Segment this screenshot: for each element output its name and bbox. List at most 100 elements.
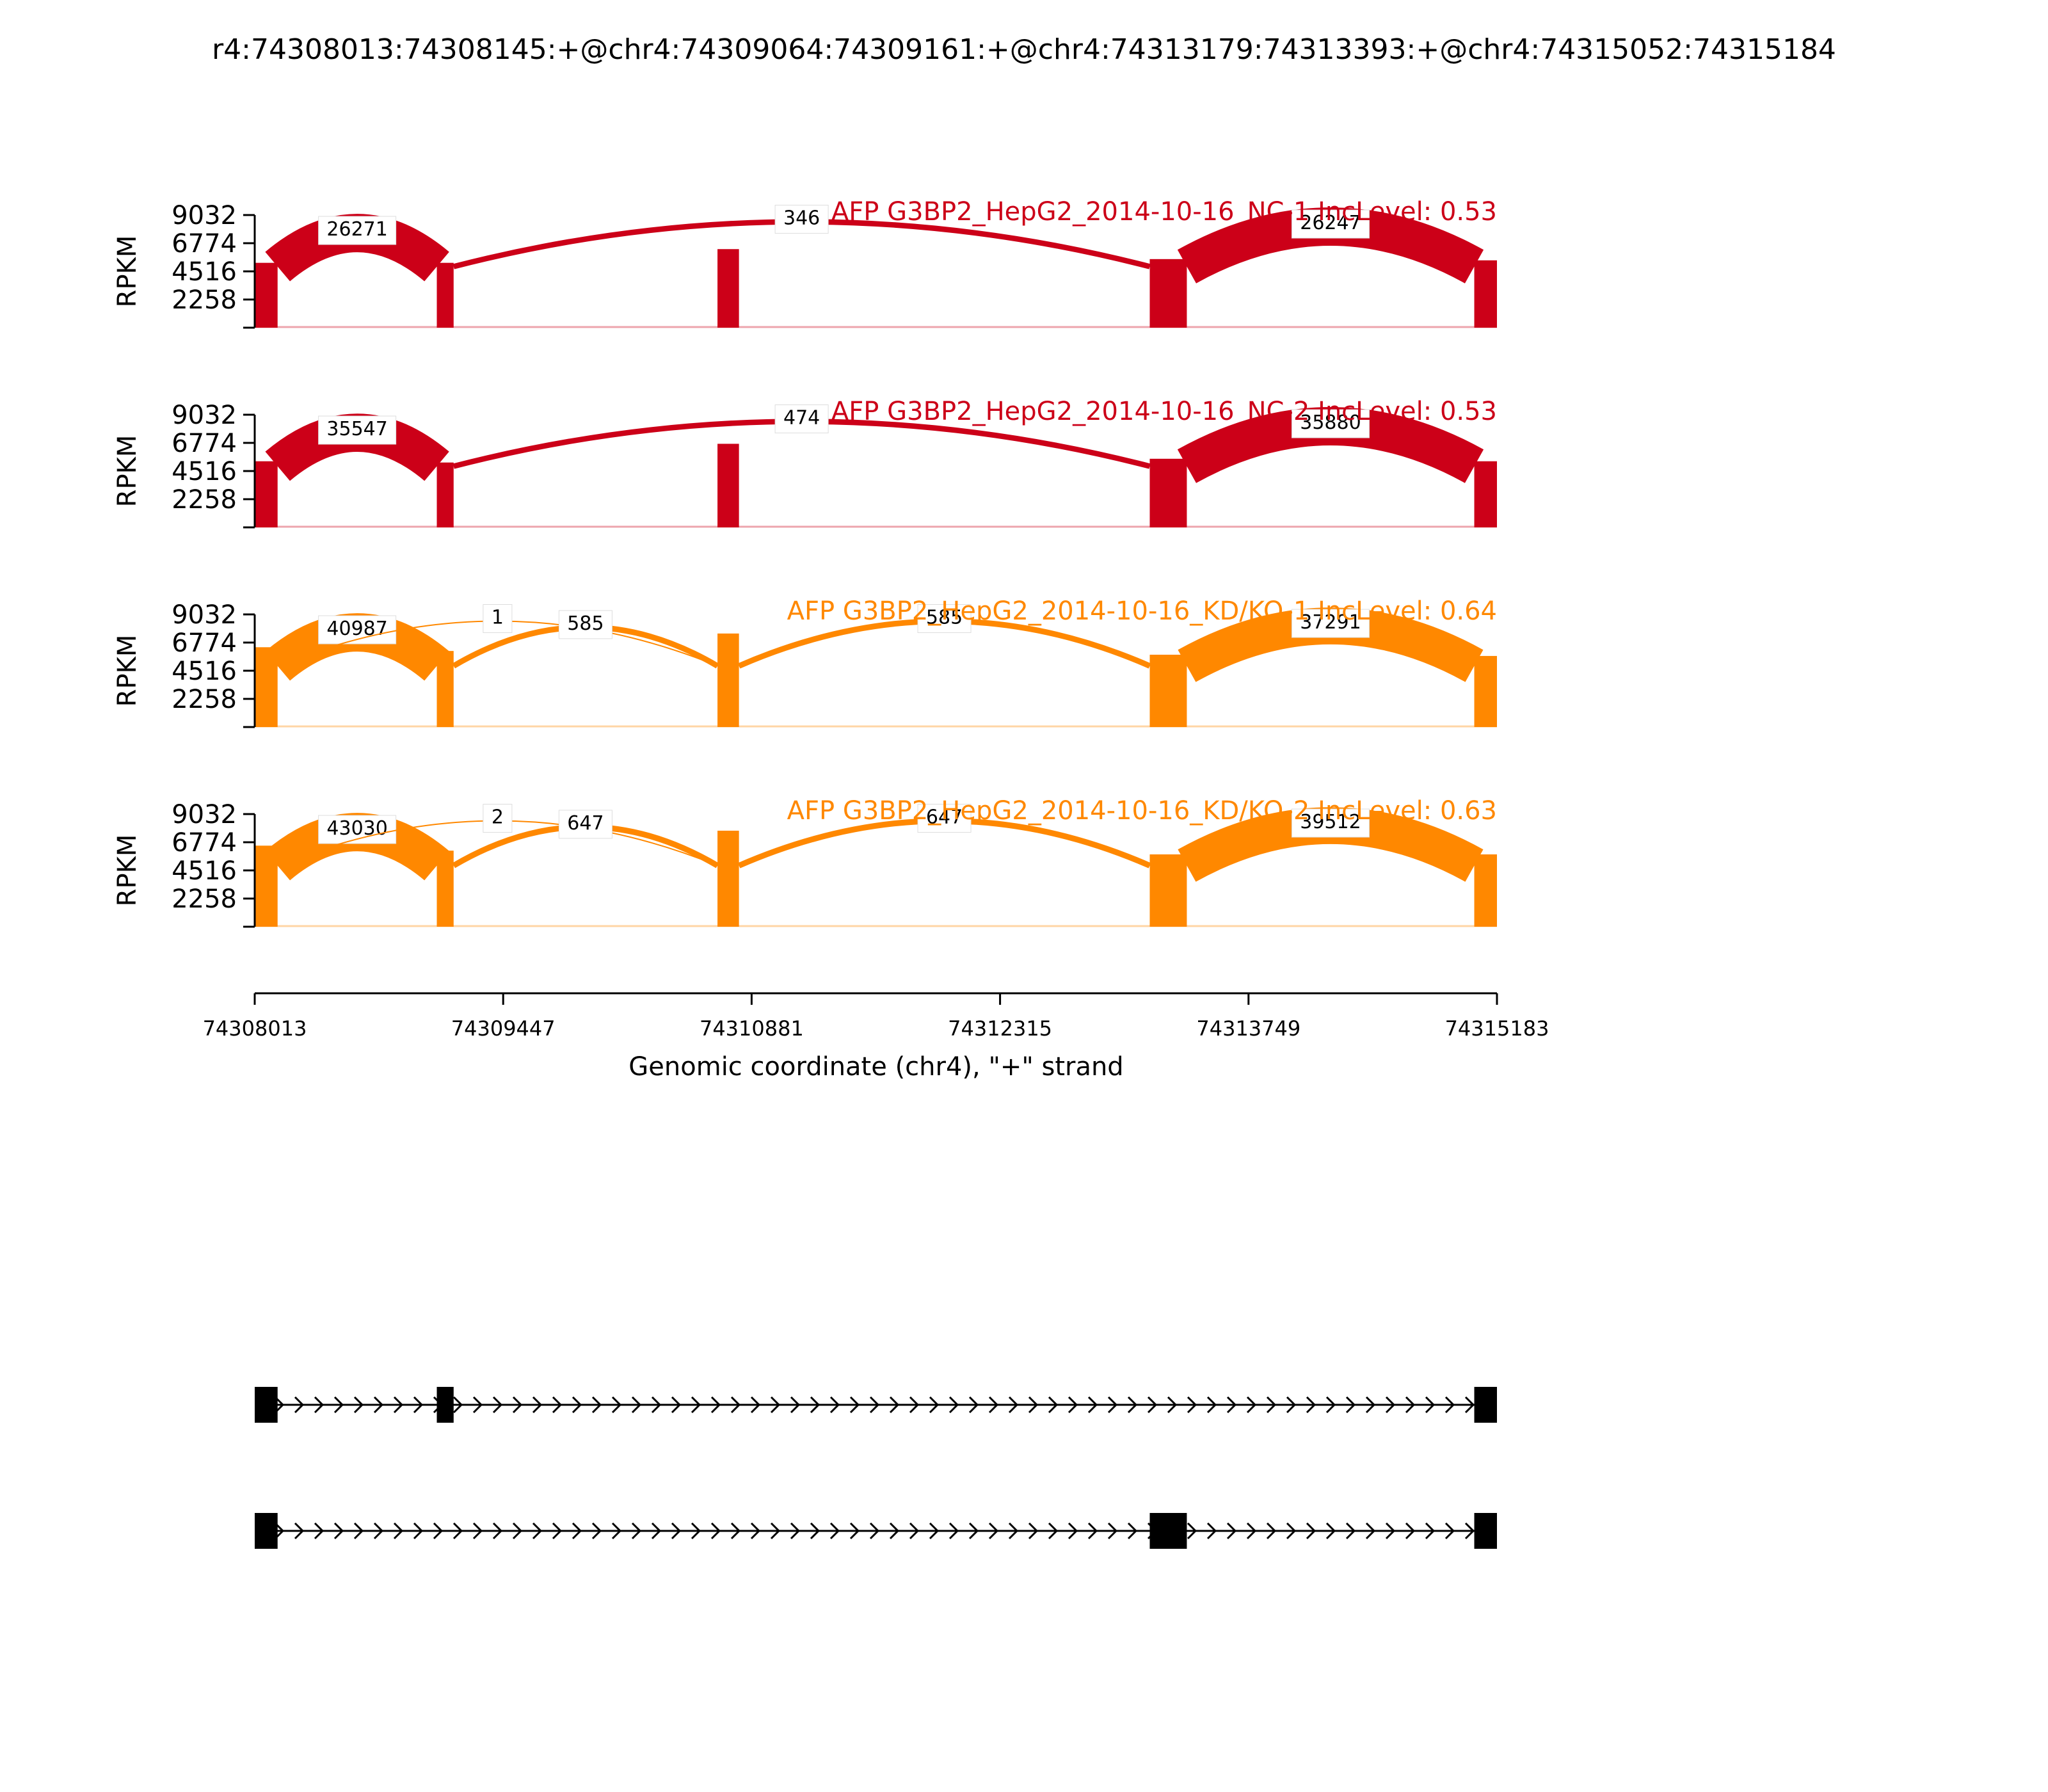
isoform-track (255, 1513, 1497, 1549)
junction-count-label: 2 (492, 806, 504, 829)
strand-arrow (1464, 1396, 1475, 1414)
strand-arrow (1266, 1396, 1277, 1414)
junction-count-box (1291, 209, 1370, 239)
strand-arrow (889, 1396, 900, 1414)
strand-arrow (810, 1522, 820, 1540)
strand-arrow (532, 1522, 543, 1540)
strand-arrow (1226, 1522, 1237, 1540)
strand-arrow (1425, 1396, 1436, 1414)
strand-arrow (829, 1396, 840, 1414)
strand-arrow (671, 1396, 682, 1414)
coverage-bar (1474, 461, 1497, 527)
strand-arrow (750, 1396, 761, 1414)
junction-count-label: 35880 (1300, 412, 1361, 434)
junction-count-box (1291, 609, 1370, 638)
strand-arrow (1246, 1396, 1257, 1414)
coverage-bar (1474, 655, 1497, 727)
junction-count-label: 39512 (1300, 811, 1361, 833)
strand-arrow (691, 1522, 701, 1540)
strand-arrow (294, 1396, 305, 1414)
x-tick-label: 74315183 (1445, 1016, 1549, 1041)
y-tick-label: 6774 (172, 229, 237, 259)
strand-arrow (452, 1522, 463, 1540)
junction-count-label: 346 (783, 207, 820, 230)
strand-arrow (373, 1522, 384, 1540)
strand-arrow (909, 1396, 920, 1414)
junction-count-label: 647 (926, 806, 963, 829)
x-axis: Genomic coordinate (chr4), "+" strand 74… (203, 992, 1549, 1082)
strand-arrow (1028, 1396, 1039, 1414)
strand-arrow (790, 1396, 801, 1414)
strand-arrow (1206, 1522, 1217, 1540)
coverage-bar (436, 651, 454, 727)
strand-arrow (1087, 1522, 1098, 1540)
strand-arrow (889, 1522, 900, 1540)
y-tick-label: 6774 (172, 628, 237, 658)
isoform-track (255, 1387, 1497, 1423)
exon-block (436, 1387, 454, 1423)
coverage-bar (255, 461, 278, 527)
junction-count-label: 26247 (1300, 212, 1361, 234)
coverage-bar (1149, 654, 1187, 727)
junction-count-label: 26271 (326, 218, 387, 241)
strand-arrow (274, 1522, 285, 1540)
strand-arrow (1008, 1522, 1019, 1540)
strand-arrow (1226, 1396, 1237, 1414)
exon-block (1474, 1387, 1497, 1423)
strand-arrow (1048, 1522, 1059, 1540)
coverage-bar (717, 633, 739, 727)
y-tick-label: 2258 (172, 884, 237, 914)
strand-arrow (452, 1396, 463, 1414)
strand-arrow (1206, 1396, 1217, 1414)
strand-arrow (1087, 1396, 1098, 1414)
exon-block (1474, 1513, 1497, 1549)
strand-arrow (1008, 1396, 1019, 1414)
strand-arrow (691, 1396, 701, 1414)
strand-arrow (611, 1522, 622, 1540)
y-axis-label: RPKM (113, 236, 142, 308)
strand-arrow (572, 1522, 582, 1540)
junction-count-box (1291, 409, 1370, 438)
strand-arrow (929, 1522, 940, 1540)
strand-arrow (631, 1522, 642, 1540)
strand-arrow (472, 1522, 483, 1540)
coverage-bar (436, 851, 454, 927)
strand-arrow (1246, 1522, 1257, 1540)
strand-arrow (393, 1522, 404, 1540)
strand-arrow (1068, 1396, 1078, 1414)
y-tick-label: 9032 (172, 800, 237, 829)
coverage-bar (717, 444, 739, 527)
isoform-tracks (255, 1387, 1497, 1549)
strand-arrow (314, 1396, 324, 1414)
strand-arrow (948, 1396, 959, 1414)
strand-arrow (770, 1396, 781, 1414)
strand-arrow (572, 1396, 582, 1414)
strand-arrow (492, 1522, 503, 1540)
y-axis-label: RPKM (113, 835, 142, 907)
strand-arrow (651, 1396, 662, 1414)
strand-arrow (611, 1396, 622, 1414)
x-tick-label: 74312315 (948, 1016, 1052, 1041)
strand-arrow (413, 1522, 424, 1540)
strand-arrow (1048, 1396, 1059, 1414)
y-tick-label: 4516 (172, 257, 237, 287)
x-tick-label: 74313749 (1196, 1016, 1300, 1041)
strand-arrow (1068, 1522, 1078, 1540)
strand-arrow (353, 1396, 364, 1414)
junction-count-label: 585 (926, 607, 963, 629)
y-tick-label: 6774 (172, 828, 237, 858)
strand-arrow (1464, 1522, 1475, 1540)
coverage-bar (717, 249, 739, 328)
coverage-bar (1149, 854, 1187, 927)
junction-count-label: 43030 (326, 817, 387, 840)
strand-arrow (1365, 1522, 1376, 1540)
strand-arrow (512, 1396, 523, 1414)
junction-count-label: 37291 (1300, 611, 1361, 634)
y-tick-label: 9032 (172, 600, 237, 630)
strand-arrow (274, 1396, 285, 1414)
sample-label: AFP G3BP2_HepG2_2014-10-16_NC-1 IncLevel… (831, 197, 1497, 227)
